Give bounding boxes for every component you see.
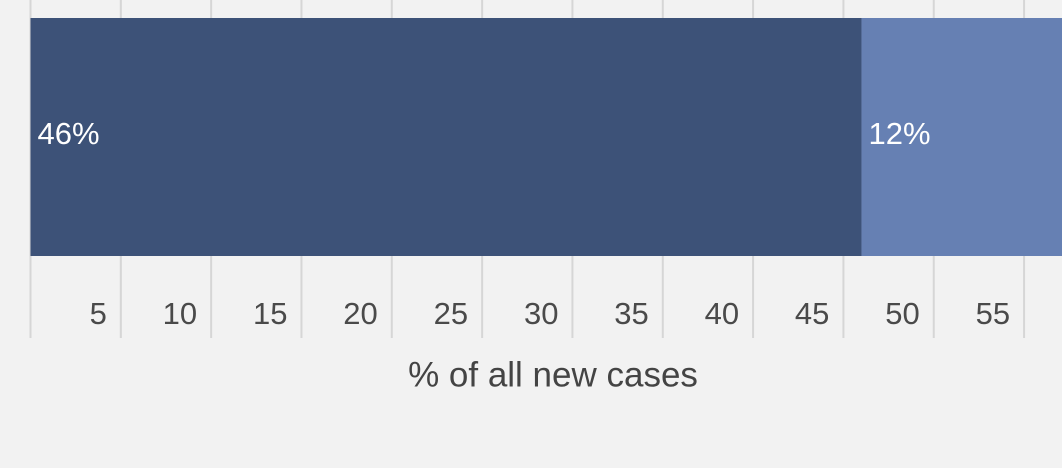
x-axis-title: % of all new cases	[408, 355, 698, 394]
x-tick-label: 55	[976, 296, 1010, 331]
x-tick-label: 15	[253, 296, 287, 331]
x-tick-label: 30	[524, 296, 558, 331]
bar-segment	[30, 18, 862, 256]
x-tick-label: 35	[614, 296, 648, 331]
x-tick-label: 45	[795, 296, 829, 331]
value-label: 46%	[38, 116, 100, 151]
x-tick-label: 50	[885, 296, 919, 331]
x-tick-label: 25	[434, 296, 468, 331]
x-tick-label: 10	[163, 296, 197, 331]
x-tick-label: 40	[705, 296, 739, 331]
value-label: 12%	[868, 116, 930, 151]
x-tick-label: 20	[343, 296, 377, 331]
bar-segment	[861, 18, 1062, 256]
bars: 46% 12%	[30, 18, 1062, 256]
x-tick-label: 5	[90, 296, 107, 331]
